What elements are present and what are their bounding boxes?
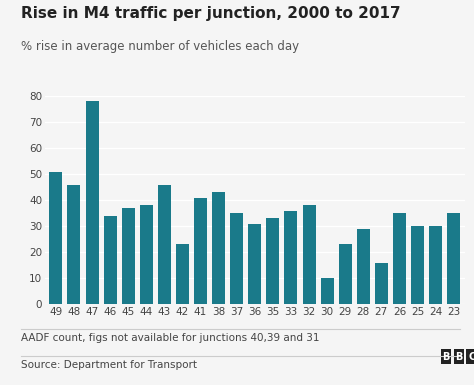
Text: B: B [442,352,450,362]
Bar [49,172,63,304]
Bar [194,198,207,304]
Bar [176,244,189,304]
Bar [357,229,370,304]
Text: Rise in M4 traffic per junction, 2000 to 2017: Rise in M4 traffic per junction, 2000 to… [21,6,401,21]
Bar [302,206,316,304]
Bar [266,218,279,304]
Bar [411,226,424,304]
Bar [248,224,261,304]
Text: B: B [455,352,463,362]
Bar [85,101,99,304]
Bar [284,211,298,304]
Bar [375,263,388,304]
Bar [338,244,352,304]
Bar [320,278,334,304]
Bar [212,192,225,304]
Text: AADF count, figs not available for junctions 40,39 and 31: AADF count, figs not available for junct… [21,333,320,343]
Bar [122,208,135,304]
Bar [140,206,153,304]
Bar [104,216,117,304]
Text: Source: Department for Transport: Source: Department for Transport [21,360,197,370]
Bar [158,184,171,304]
Bar [429,226,442,304]
Text: % rise in average number of vehicles each day: % rise in average number of vehicles eac… [21,40,300,54]
Bar [67,184,81,304]
Text: C: C [468,352,474,362]
Bar [447,213,460,304]
Bar [230,213,243,304]
Bar [393,213,406,304]
